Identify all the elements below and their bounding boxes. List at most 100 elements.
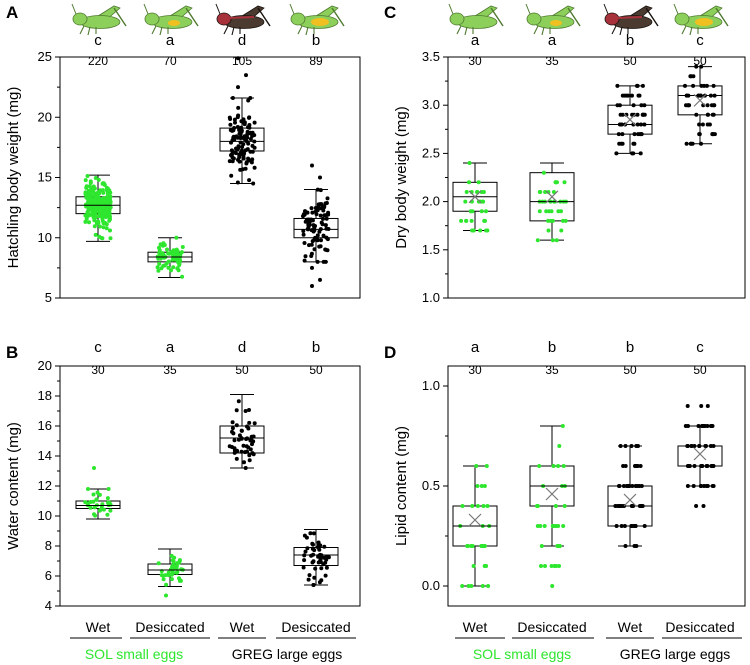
- data-point: [699, 141, 703, 146]
- data-point: [156, 268, 161, 273]
- y-tick-label-b-0: 4: [45, 598, 52, 613]
- data-point: [629, 444, 634, 448]
- data-point: [543, 564, 547, 568]
- data-point: [323, 573, 328, 578]
- data-point: [640, 83, 645, 88]
- outlier-point: [164, 593, 168, 598]
- data-point: [683, 424, 688, 428]
- significance-letter-d-1: b: [548, 339, 556, 356]
- data-point: [464, 190, 469, 194]
- data-point: [101, 190, 106, 195]
- data-point: [243, 466, 248, 470]
- y-tick-label-c-0: 1.0: [422, 290, 440, 305]
- data-point: [324, 216, 329, 221]
- data-point: [248, 137, 253, 141]
- data-point: [230, 429, 234, 434]
- data-point: [482, 218, 487, 223]
- mean-marker: [623, 113, 637, 127]
- mean-marker: [468, 513, 482, 527]
- data-point: [615, 83, 620, 88]
- data-point: [617, 484, 622, 488]
- data-point: [312, 548, 317, 553]
- data-point: [243, 409, 248, 413]
- panel-label-a: A: [6, 3, 18, 22]
- data-point: [310, 239, 315, 244]
- sample-count-d-3: 50: [693, 363, 707, 377]
- data-point: [97, 492, 102, 497]
- data-point: [535, 524, 540, 528]
- data-point: [632, 544, 637, 548]
- data-point: [618, 444, 623, 448]
- data-point: [460, 504, 465, 508]
- data-point: [98, 507, 103, 512]
- data-point: [688, 141, 693, 146]
- data-point: [552, 564, 557, 568]
- data-point: [97, 224, 102, 229]
- data-point: [479, 544, 484, 548]
- data-point: [230, 445, 234, 449]
- data-point: [180, 245, 185, 249]
- data-point: [233, 120, 237, 125]
- data-point: [561, 524, 566, 528]
- data-point: [616, 132, 621, 137]
- data-point: [562, 504, 567, 508]
- data-point: [235, 125, 240, 129]
- data-point: [87, 220, 91, 225]
- data-point: [699, 404, 704, 408]
- data-point: [313, 209, 318, 214]
- data-point: [302, 212, 307, 217]
- data-point: [324, 235, 329, 240]
- data-point: [699, 484, 704, 488]
- y-tick-label-c-4: 3.0: [422, 97, 440, 112]
- sample-count-b-2: 50: [235, 363, 249, 377]
- data-point: [549, 209, 554, 214]
- y-tick-label-a-0: 5: [45, 290, 52, 305]
- grasshopper-dark-icon-c-legs: [611, 25, 629, 36]
- data-point: [469, 218, 474, 223]
- data-point: [622, 524, 627, 528]
- box-iqr: [677, 445, 723, 467]
- grasshopper-green-yolk-icon-c-yolk-spot: [695, 18, 713, 26]
- grasshopper-dark-icon-a-tibia: [257, 7, 271, 27]
- data-point: [108, 508, 113, 513]
- data-point: [542, 524, 547, 528]
- data-point: [685, 484, 690, 488]
- grasshopper-green-icon-c-tibia: [490, 7, 504, 27]
- data-point: [107, 215, 112, 220]
- data-point: [556, 464, 561, 468]
- data-point: [475, 504, 480, 508]
- data-point: [544, 209, 549, 214]
- data-point: [305, 546, 310, 551]
- data-point: [701, 424, 705, 428]
- data-point: [550, 584, 555, 588]
- data-point: [89, 202, 94, 207]
- data-point: [247, 420, 252, 425]
- data-point: [322, 205, 327, 210]
- data-point: [470, 209, 475, 214]
- grasshopper-green-icon-c-antenna: [448, 3, 454, 15]
- box-a-0: [75, 174, 121, 242]
- data-point: [88, 192, 93, 197]
- data-point: [108, 190, 113, 195]
- data-point: [236, 157, 240, 162]
- panel-c: C 1.0 1.5 2.0 2.5 3.0 3.5 Dry body weight (mg) a…: [384, 3, 746, 305]
- data-point: [481, 190, 486, 194]
- data-point: [301, 229, 306, 233]
- data-point: [232, 126, 237, 130]
- outlier-point: [310, 265, 314, 270]
- data-point: [699, 64, 704, 69]
- data-point: [683, 83, 687, 88]
- data-point: [242, 137, 247, 142]
- outlier-point: [92, 466, 96, 470]
- grasshopper-green-icon-a-tibia: [113, 7, 127, 27]
- data-point: [166, 573, 171, 578]
- sample-count-a-0: 220: [88, 54, 108, 68]
- data-point: [710, 112, 715, 117]
- box-b-1: [147, 548, 193, 598]
- data-point: [317, 580, 322, 585]
- data-point: [482, 484, 487, 488]
- data-point: [96, 205, 101, 210]
- data-point: [630, 484, 635, 488]
- significance-letter-d-2: b: [626, 339, 634, 356]
- data-point: [535, 504, 540, 508]
